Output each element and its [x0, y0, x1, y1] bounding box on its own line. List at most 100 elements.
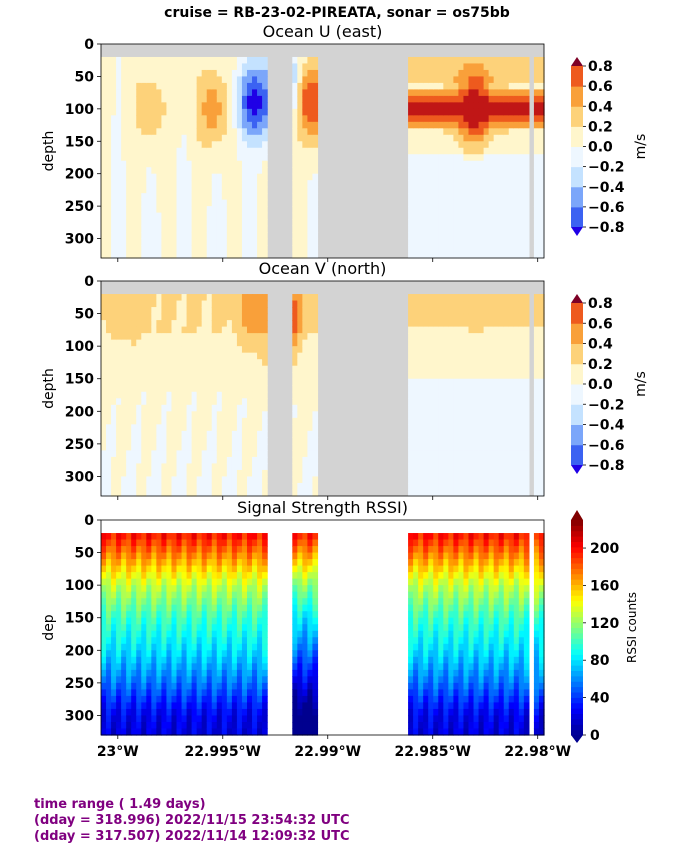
- data-cell: [236, 637, 243, 645]
- data-cell: [101, 604, 107, 612]
- data-cell: [101, 186, 107, 194]
- data-cell: [418, 359, 424, 367]
- data-cell: [458, 206, 465, 214]
- data-cell: [538, 193, 545, 201]
- data-cell: [121, 702, 127, 710]
- data-cell: [433, 89, 439, 97]
- data-cell: [473, 186, 480, 194]
- data-cell: [523, 320, 530, 328]
- data-cell: [538, 76, 545, 84]
- data-cell: [201, 339, 208, 347]
- data-cell: [493, 443, 500, 451]
- data-cell: [463, 417, 470, 425]
- data-cell: [116, 199, 122, 207]
- data-cell: [126, 167, 132, 175]
- data-cell: [463, 245, 470, 253]
- data-cell: [503, 102, 510, 110]
- data-cell: [408, 219, 414, 227]
- data-cell: [307, 251, 314, 259]
- data-cell: [463, 294, 470, 302]
- data-cell: [186, 108, 193, 116]
- data-cell: [231, 372, 238, 380]
- data-cell: [473, 326, 480, 334]
- data-cell: [116, 359, 122, 367]
- colorbar-label: m/s: [633, 371, 649, 397]
- data-cell: [498, 128, 505, 136]
- data-cell: [101, 489, 107, 497]
- data-cell: [413, 424, 419, 432]
- data-cell: [483, 469, 490, 478]
- data-cell: [156, 546, 162, 554]
- data-cell: [533, 430, 540, 438]
- data-cell: [116, 604, 122, 612]
- data-cell: [503, 206, 510, 214]
- data-cell: [478, 160, 485, 168]
- data-cell: [453, 294, 460, 302]
- data-cell: [533, 102, 540, 110]
- data-cell: [146, 450, 152, 458]
- data-cell: [166, 411, 173, 419]
- data-cell: [171, 245, 178, 253]
- data-cell: [211, 212, 218, 220]
- data-cell: [493, 339, 500, 347]
- data-cell: [231, 539, 238, 547]
- data-cell: [503, 313, 510, 321]
- data-cell: [413, 186, 419, 194]
- data-cell: [518, 339, 525, 347]
- data-cell: [236, 352, 243, 360]
- data-cell: [236, 307, 243, 315]
- data-cell: [196, 365, 203, 373]
- data-cell: [312, 115, 319, 123]
- data-cell: [252, 147, 258, 155]
- data-cell: [201, 533, 208, 541]
- data-cell: [493, 463, 500, 471]
- data-cell: [252, 225, 258, 233]
- data-cells: [101, 294, 545, 497]
- data-cell: [226, 89, 233, 97]
- data-cell: [483, 63, 490, 71]
- data-cell: [488, 76, 495, 84]
- data-cell: [176, 728, 183, 736]
- data-cell: [186, 128, 193, 136]
- data-cell: [292, 372, 298, 380]
- data-cell: [438, 346, 444, 354]
- data-cell: [297, 391, 303, 399]
- data-cell: [246, 167, 253, 175]
- data-cell: [206, 585, 213, 593]
- data-cell: [418, 300, 424, 308]
- data-cell: [493, 193, 500, 201]
- data-cell: [443, 128, 449, 136]
- data-cell: [141, 578, 147, 586]
- data-cell: [136, 167, 142, 175]
- data-cell: [252, 359, 258, 367]
- data-cell: [463, 95, 470, 103]
- data-cell: [241, 565, 248, 573]
- rssi-panel: Signal Strength RSSI)050100150200250300d…: [41, 498, 639, 760]
- data-cell: [453, 76, 460, 84]
- data-cell: [146, 637, 152, 645]
- data-cell: [262, 141, 268, 149]
- data-cell: [231, 333, 238, 341]
- data-cell: [141, 352, 147, 360]
- data-cell: [131, 663, 137, 671]
- data-cell: [171, 617, 178, 625]
- data-cell: [166, 630, 173, 638]
- data-cell: [408, 160, 414, 168]
- data-cell: [176, 219, 183, 227]
- data-cell: [262, 173, 268, 181]
- data-cell: [116, 565, 122, 573]
- data-cell: [257, 463, 263, 471]
- data-cell: [121, 219, 127, 227]
- data-cell: [181, 578, 188, 586]
- data-cell: [246, 212, 253, 220]
- data-cell: [292, 245, 298, 253]
- data-cell: [226, 411, 233, 419]
- data-cell: [418, 95, 424, 103]
- data-cell: [493, 482, 500, 491]
- data-cell: [146, 300, 152, 308]
- data-cell: [503, 437, 510, 445]
- data-cell: [292, 469, 298, 478]
- data-cell: [428, 167, 434, 175]
- data-cell: [483, 352, 490, 360]
- data-cell: [478, 199, 485, 207]
